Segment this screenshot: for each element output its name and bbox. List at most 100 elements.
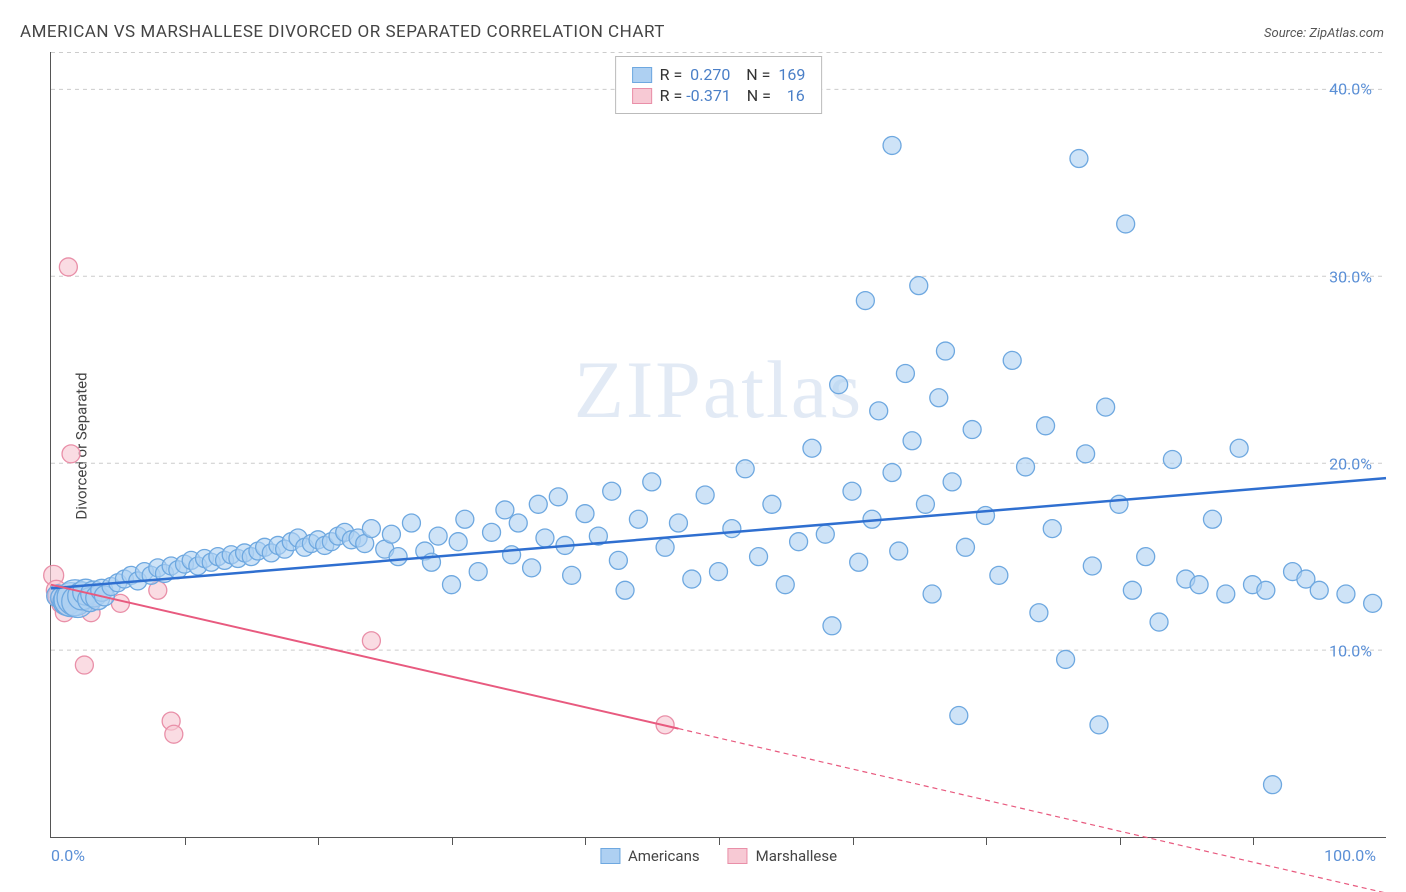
- scatter-point-americans: [643, 473, 661, 491]
- swatch-americans-icon: [632, 67, 652, 83]
- correlation-stats-box: R = 0.270 N = 169 R = -0.371 N = 16: [615, 56, 823, 114]
- scatter-point-americans: [1083, 557, 1101, 575]
- legend-marshallese-label: Marshallese: [756, 847, 837, 865]
- scatter-point-americans: [1110, 495, 1128, 513]
- scatter-point-americans: [936, 342, 954, 360]
- scatter-point-americans: [1137, 548, 1155, 566]
- swatch-marshallese-icon: [728, 848, 748, 864]
- scatter-point-americans: [1163, 450, 1181, 468]
- scatter-point-americans: [576, 505, 594, 523]
- scatter-point-americans: [763, 495, 781, 513]
- scatter-point-americans: [750, 548, 768, 566]
- scatter-point-americans: [1043, 520, 1061, 538]
- scatter-point-americans: [629, 510, 647, 528]
- scatter-point-americans: [1230, 439, 1248, 457]
- x-tick-mark: [452, 837, 453, 845]
- legend-americans: Americans: [600, 847, 700, 865]
- stats-row-marshallese: R = -0.371 N = 16: [632, 86, 806, 105]
- scatter-point-americans: [956, 538, 974, 556]
- scatter-point-americans: [1037, 417, 1055, 435]
- scatter-point-americans: [1257, 581, 1275, 599]
- scatter-point-americans: [856, 292, 874, 310]
- scatter-point-americans: [1217, 585, 1235, 603]
- scatter-point-americans: [563, 566, 581, 584]
- scatter-point-americans: [903, 432, 921, 450]
- scatter-point-americans: [1077, 445, 1095, 463]
- x-tick-mark: [719, 837, 720, 845]
- scatter-point-americans: [1003, 351, 1021, 369]
- scatter-point-americans: [429, 527, 447, 545]
- x-tick-mark: [853, 837, 854, 845]
- scatter-point-americans: [603, 482, 621, 500]
- scatter-point-americans: [536, 529, 554, 547]
- scatter-point-americans: [843, 482, 861, 500]
- scatter-point-americans: [443, 576, 461, 594]
- swatch-marshallese-icon: [632, 88, 652, 104]
- scatter-point-americans: [950, 707, 968, 725]
- scatter-point-americans: [696, 486, 714, 504]
- x-tick-mark: [185, 837, 186, 845]
- scatter-point-americans: [1070, 150, 1088, 168]
- scatter-point-americans: [449, 533, 467, 551]
- scatter-point-americans: [1264, 776, 1282, 794]
- y-tick-label: 20.0%: [1329, 454, 1372, 473]
- scatter-point-americans: [823, 617, 841, 635]
- trend-line: [51, 585, 678, 729]
- scatter-point-americans: [790, 533, 808, 551]
- scatter-point-americans: [723, 520, 741, 538]
- scatter-point-americans: [456, 510, 474, 528]
- scatter-point-americans: [883, 136, 901, 154]
- scatter-point-americans: [1090, 716, 1108, 734]
- scatter-point-americans: [683, 570, 701, 588]
- scatter-point-americans: [1117, 215, 1135, 233]
- scatter-point-americans: [1150, 613, 1168, 631]
- scatter-point-americans: [943, 473, 961, 491]
- scatter-point-americans: [1310, 581, 1328, 599]
- scatter-point-marshallese: [75, 656, 93, 674]
- stats-row-americans: R = 0.270 N = 169: [632, 65, 806, 84]
- y-tick-label: 40.0%: [1329, 80, 1372, 99]
- scatter-svg: [51, 52, 1386, 837]
- scatter-point-americans: [1364, 594, 1382, 612]
- scatter-point-americans: [776, 576, 794, 594]
- scatter-point-americans: [1203, 510, 1221, 528]
- scatter-point-americans: [736, 460, 754, 478]
- scatter-point-americans: [883, 464, 901, 482]
- scatter-point-americans: [609, 551, 627, 569]
- scatter-point-americans: [923, 585, 941, 603]
- scatter-point-americans: [509, 514, 527, 532]
- scatter-point-americans: [469, 563, 487, 581]
- scatter-point-americans: [523, 559, 541, 577]
- scatter-point-americans: [916, 495, 934, 513]
- scatter-point-americans: [1123, 581, 1141, 599]
- scatter-point-americans: [669, 514, 687, 532]
- scatter-point-americans: [830, 376, 848, 394]
- y-tick-label: 30.0%: [1329, 267, 1372, 286]
- scatter-point-americans: [977, 507, 995, 525]
- plot-area: ZIPatlas 10.0%20.0%30.0%40.0% 0.0%100.0%…: [50, 52, 1386, 838]
- scatter-point-americans: [710, 563, 728, 581]
- scatter-point-americans: [656, 538, 674, 556]
- trend-line: [678, 729, 1386, 892]
- scatter-point-americans: [930, 389, 948, 407]
- scatter-point-americans: [402, 514, 420, 532]
- legend-marshallese: Marshallese: [728, 847, 837, 865]
- scatter-point-americans: [896, 364, 914, 382]
- scatter-point-americans: [483, 523, 501, 541]
- swatch-americans-icon: [600, 848, 620, 864]
- scatter-point-americans: [1337, 585, 1355, 603]
- scatter-point-americans: [870, 402, 888, 420]
- legend-bottom: Americans Marshallese: [600, 847, 837, 865]
- x-tick-mark: [585, 837, 586, 845]
- x-tick-label: 100.0%: [1324, 846, 1376, 865]
- scatter-point-marshallese: [62, 445, 80, 463]
- scatter-point-americans: [890, 542, 908, 560]
- scatter-point-americans: [616, 581, 634, 599]
- scatter-point-americans: [362, 520, 380, 538]
- scatter-point-marshallese: [165, 725, 183, 743]
- y-tick-label: 10.0%: [1329, 641, 1372, 660]
- legend-americans-label: Americans: [628, 847, 700, 865]
- scatter-point-americans: [1017, 458, 1035, 476]
- scatter-point-americans: [963, 421, 981, 439]
- scatter-point-americans: [910, 277, 928, 295]
